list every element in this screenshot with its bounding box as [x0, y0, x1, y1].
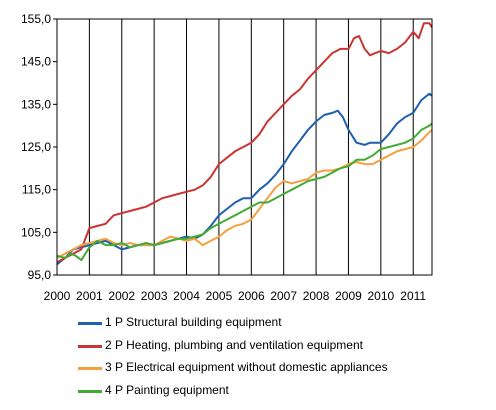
y-tick-label: 145,0: [21, 55, 51, 69]
legend: 1 P Structural building equipment 2 P Hea…: [78, 313, 488, 403]
y-tick-label: 155,0: [21, 12, 51, 26]
x-tick-label: 2010: [367, 289, 394, 303]
y-tick-label: 135,0: [21, 97, 51, 111]
y-tick-label: 125,0: [21, 140, 51, 154]
series-line-4: [56, 122, 433, 262]
x-tick-label: 2003: [141, 289, 168, 303]
y-axis-ticks: 95,0 105,0 115,0 125,0 135,0 145,0 155,0: [21, 12, 57, 282]
x-tick-label: 2001: [76, 289, 103, 303]
plot-frame: [56, 18, 433, 276]
vertical-gridlines: [88, 19, 414, 275]
x-axis-ticks: 2000 2001 2002 2003 2004 2005 2006 2007 2008 2009…: [44, 289, 427, 303]
series-line-1: [56, 92, 433, 266]
x-tick-label: 2004: [173, 289, 200, 303]
x-tick-label: 2002: [108, 289, 135, 303]
legend-item: 1 P Structural building equipment: [78, 313, 488, 336]
series-lines: [56, 22, 433, 266]
legend-label: 3 P Electrical equipment without domesti…: [105, 360, 388, 374]
x-tick-label: 2007: [270, 289, 297, 303]
legend-item: 3 P Electrical equipment without domesti…: [78, 358, 488, 381]
y-tick-label: 115,0: [22, 183, 51, 197]
series-line-3: [56, 129, 433, 259]
legend-swatch: [78, 367, 102, 370]
legend-label: 2 P Heating, plumbing and ventilation eq…: [105, 337, 363, 352]
legend-item: 4 P Painting equipment: [78, 381, 488, 404]
x-tick-label: 2011: [400, 289, 426, 303]
legend-swatch: [78, 322, 102, 325]
x-tick-label: 2009: [335, 289, 362, 303]
y-tick-label: 95,0: [28, 268, 52, 282]
legend-item: 2 P Heating, plumbing and ventilation eq…: [78, 336, 488, 359]
legend-swatch: [78, 344, 102, 348]
x-tick-label: 2006: [238, 289, 265, 303]
legend-label: 1 P Structural building equipment: [105, 315, 282, 329]
x-tick-label: 2008: [303, 289, 330, 303]
y-tick-label: 105,0: [21, 225, 51, 239]
x-tick-label: 2005: [206, 289, 233, 303]
legend-label: 4 P Painting equipment: [105, 382, 229, 397]
x-tick-label: 2000: [44, 289, 71, 303]
series-line-2: [56, 22, 433, 264]
legend-swatch: [78, 389, 102, 393]
